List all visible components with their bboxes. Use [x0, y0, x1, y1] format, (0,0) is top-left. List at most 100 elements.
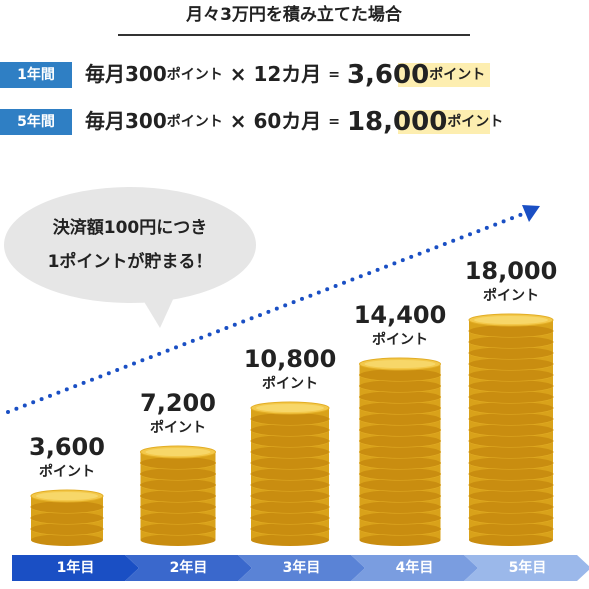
coin-bottom	[359, 490, 441, 502]
coin-bottom	[469, 347, 553, 359]
formula-part: 18,000	[347, 107, 447, 137]
coin-bottom	[251, 435, 329, 447]
formula: 毎月300ポイント × 12カ月 = 3,600ポイント	[85, 60, 485, 90]
coin-bottom	[359, 446, 441, 458]
year-label: 5年目	[509, 559, 547, 576]
year-chevron	[125, 555, 252, 581]
coin-bottom	[251, 490, 329, 502]
stack-unit: ポイント	[262, 375, 318, 392]
coin-bottom	[359, 369, 441, 381]
year-label: 1年目	[57, 559, 95, 576]
year-chevron	[351, 555, 478, 581]
coin-bottom	[469, 534, 553, 546]
coin-bottom	[469, 380, 553, 392]
coin-bottom	[140, 468, 216, 480]
formula-part: ポイント	[167, 113, 223, 130]
coin-bottom	[251, 501, 329, 513]
coin-bottom	[359, 479, 441, 491]
coin-bottom	[359, 435, 441, 447]
coin-bottom	[359, 523, 441, 535]
coin-bottom	[140, 490, 216, 502]
coin-face	[145, 448, 211, 456]
coin-bottom	[469, 402, 553, 414]
coin-bottom	[469, 369, 553, 381]
formula: 毎月300ポイント × 60カ月 = 18,000ポイント	[85, 107, 503, 137]
formula-part: ×	[230, 109, 247, 133]
title: 月々3万円を積み立てた場合	[185, 4, 403, 25]
stack-unit: ポイント	[39, 463, 95, 480]
bubble-text: 1ポイントが貯まる！	[48, 251, 213, 272]
formula-part: ×	[230, 62, 247, 86]
coin-bottom	[469, 391, 553, 403]
coin-face	[474, 316, 548, 324]
coin-bottom	[469, 413, 553, 425]
formula-part: =	[328, 114, 340, 130]
speech-bubble	[4, 187, 256, 303]
coin-bottom	[469, 512, 553, 524]
coin-bottom	[140, 457, 216, 469]
coin-bottom	[251, 468, 329, 480]
coin-bottom	[31, 501, 103, 513]
badge-text: 5年間	[17, 113, 55, 130]
coin-bottom	[469, 325, 553, 337]
coin-bottom	[469, 523, 553, 535]
bubble-tail	[140, 295, 175, 328]
stack-value: 10,800	[244, 345, 337, 373]
coin-bottom	[469, 424, 553, 436]
coin-bottom	[469, 457, 553, 469]
coin-face	[364, 360, 436, 368]
coin-bottom	[140, 501, 216, 513]
year-label: 2年目	[170, 559, 208, 576]
year-label: 3年目	[283, 559, 321, 576]
coin-bottom	[251, 457, 329, 469]
year-chevron	[464, 555, 589, 581]
stack-value: 14,400	[354, 301, 447, 329]
year-chevron	[12, 555, 139, 581]
trend-arrow	[6, 210, 530, 414]
coin-bottom	[359, 534, 441, 546]
badge	[0, 109, 72, 135]
stack-unit: ポイント	[483, 287, 539, 304]
formula-part: ポイント	[167, 66, 223, 83]
coin-bottom	[140, 534, 216, 546]
coin-bottom	[359, 424, 441, 436]
result-highlight	[398, 63, 490, 87]
year-chevron	[238, 555, 365, 581]
badge-text: 1年間	[17, 66, 55, 83]
coin-bottom	[469, 490, 553, 502]
coin-bottom	[31, 523, 103, 535]
coin-bottom	[31, 534, 103, 546]
coin-bottom	[140, 479, 216, 491]
coin-bottom	[140, 523, 216, 535]
coin-bottom	[31, 512, 103, 524]
formula-part: =	[328, 67, 340, 83]
coin-bottom	[469, 336, 553, 348]
coin-face	[36, 492, 98, 500]
coin-bottom	[251, 413, 329, 425]
coin-bottom	[469, 435, 553, 447]
arrow-head	[522, 205, 540, 222]
stack-value: 3,600	[29, 433, 105, 461]
coin-bottom	[251, 479, 329, 491]
stack-value: 7,200	[140, 389, 216, 417]
coin-bottom	[469, 446, 553, 458]
stack-unit: ポイント	[150, 419, 206, 436]
coin-bottom	[359, 501, 441, 513]
coin-bottom	[251, 512, 329, 524]
coin-bottom	[359, 413, 441, 425]
coin-bottom	[251, 523, 329, 535]
coin-bottom	[359, 391, 441, 403]
coin-bottom	[469, 501, 553, 513]
coin-bottom	[359, 457, 441, 469]
stack-unit: ポイント	[372, 331, 428, 348]
badge	[0, 62, 72, 88]
coin-face	[256, 404, 324, 412]
formula-part: 12カ月	[253, 62, 321, 86]
stack-value: 18,000	[465, 257, 558, 285]
coin-bottom	[251, 424, 329, 436]
formula-part: 毎月300	[85, 109, 167, 133]
coin-bottom	[469, 358, 553, 370]
formula-part: 3,600	[347, 60, 429, 90]
year-label: 4年目	[396, 559, 434, 576]
formula-part: ポイント	[447, 113, 503, 130]
